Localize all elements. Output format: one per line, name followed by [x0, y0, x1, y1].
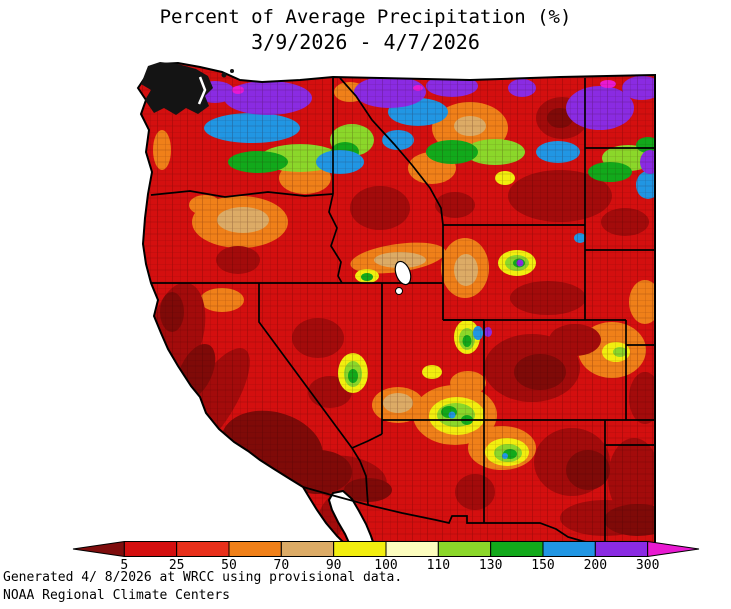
footer-noaa-credit: NOAA Regional Climate Centers — [3, 588, 230, 603]
legend-segment-2 — [176, 541, 230, 557]
olympic-peninsula-dark-area — [141, 62, 234, 115]
legend-segment-4 — [280, 541, 335, 557]
legend-label-70: 70 — [273, 558, 290, 573]
legend-label-25: 25 — [168, 558, 185, 573]
legend-label-50: 50 — [221, 558, 237, 573]
legend-label-5: 5 — [120, 558, 129, 573]
legend-label-90: 90 — [325, 558, 342, 573]
legend-label-200: 200 — [583, 558, 608, 573]
legend-segment-8 — [490, 541, 544, 557]
legend: 5 25 50 70 90 100 110 130 150 200 300 — [72, 540, 700, 575]
county-texture — [138, 63, 655, 545]
map-subtitle: 3/9/2026 - 4/7/2026 — [251, 30, 480, 54]
great-salt-lake — [394, 260, 412, 295]
legend-segment-9 — [542, 541, 596, 557]
map-title: Percent of Average Precipitation (%) — [159, 6, 572, 28]
legend-label-100: 100 — [374, 558, 398, 573]
legend-labels: 5 25 50 70 90 100 110 130 150 200 300 — [72, 557, 700, 575]
land-outline — [136, 61, 656, 546]
legend-label-110: 110 — [426, 558, 451, 573]
legend-bar — [72, 540, 700, 558]
color-regions — [138, 63, 655, 545]
legend-label-150: 150 — [531, 558, 555, 573]
state-borders — [150, 77, 655, 546]
legend-segment-7 — [437, 541, 492, 557]
legend-segment-6 — [385, 541, 439, 557]
legend-segment-1 — [123, 541, 178, 557]
legend-segment-10 — [594, 541, 649, 557]
legend-arrow-left — [72, 540, 125, 558]
legend-arrow-right — [647, 540, 700, 558]
legend-label-130: 130 — [478, 558, 503, 573]
legend-segment-3 — [228, 541, 282, 557]
legend-segment-5 — [333, 541, 387, 557]
footer-generated-note: Generated 4/ 8/2026 at WRCC using provis… — [3, 570, 403, 585]
legend-label-300: 300 — [635, 558, 660, 573]
legend-bar-svg — [72, 540, 700, 558]
mexico-border — [302, 486, 599, 546]
